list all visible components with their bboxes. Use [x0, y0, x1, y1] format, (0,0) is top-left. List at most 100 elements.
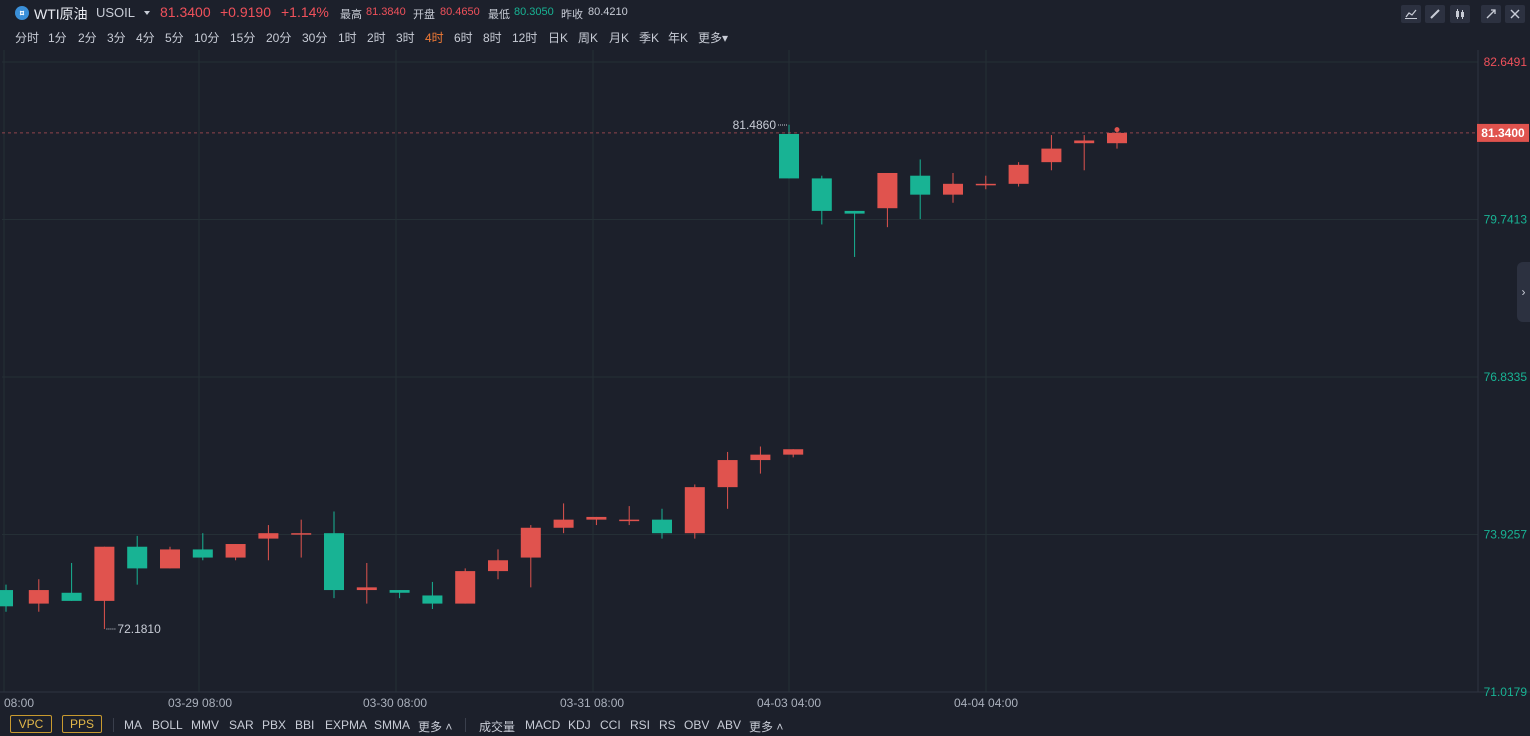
indicator-main-8[interactable]: 更多 ˄	[418, 720, 453, 734]
period-1[interactable]: 1分	[48, 31, 67, 45]
period-7[interactable]: 15分	[230, 31, 256, 45]
stat-high-value: 81.3840	[366, 6, 406, 18]
candle-body	[779, 133, 799, 179]
period-20[interactable]: 季K	[639, 31, 660, 45]
period-4[interactable]: 4分	[136, 31, 155, 45]
candle-body	[553, 519, 574, 528]
indicator-main-2[interactable]: MMV	[191, 718, 219, 732]
period-22[interactable]: 更多▾	[698, 31, 729, 45]
price-change-pct: +1.14%	[281, 4, 329, 20]
indicator-bar: VPC PPS MA BOLL MMV SAR PBX BBI EXPMA SMMA 更多 ˄ 成…	[0, 714, 1530, 736]
close-icon[interactable]	[1505, 5, 1525, 23]
candle-body	[943, 183, 963, 195]
indicator-main-7[interactable]: SMMA	[374, 718, 410, 732]
candlestick-icon[interactable]	[1450, 5, 1470, 23]
indicator-vpc[interactable]: VPC	[10, 715, 52, 733]
candle-body	[975, 183, 996, 186]
stat-low-label: 最低	[488, 9, 510, 21]
candle-body	[389, 590, 410, 593]
divider	[113, 718, 114, 732]
candlestick-chart[interactable]: 81.4860 72.1810 82.6491 81.3400 79.7413 76.83…	[0, 50, 1530, 714]
price-change: +0.9190	[220, 4, 271, 20]
x-tick-label: 03-29 08:00	[168, 696, 232, 710]
period-21[interactable]: 年K	[668, 31, 689, 45]
chevron-right-icon[interactable]: ›	[1517, 262, 1530, 322]
last-price-dot	[1114, 127, 1120, 133]
indicator-main-6[interactable]: EXPMA	[325, 718, 368, 732]
period-17[interactable]: 日K	[548, 31, 569, 45]
indicator-main-3[interactable]: SAR	[229, 718, 254, 732]
draw-icon[interactable]	[1425, 5, 1445, 23]
quote-header: ¤ WTI原油 USOIL 81.3400 +0.9190 +1.14% 最高 …	[0, 0, 1530, 26]
indicator-main-0[interactable]: MA	[124, 718, 142, 732]
candle-body	[225, 544, 246, 558]
indicator-pps[interactable]: PPS	[62, 715, 102, 733]
coin-icon: ¤	[15, 6, 29, 20]
high-marker-label: 81.4860	[733, 118, 777, 132]
stat-prevclose-value: 80.4210	[588, 6, 628, 18]
x-tick-label: 04-04 04:00	[954, 696, 1018, 710]
period-5[interactable]: 5分	[165, 31, 184, 45]
chevron-down-icon[interactable]	[144, 11, 150, 15]
candle-body	[586, 516, 607, 520]
candle-body	[783, 449, 804, 455]
period-11[interactable]: 2时	[367, 31, 386, 45]
candle-body	[1008, 164, 1029, 184]
period-12[interactable]: 3时	[396, 31, 415, 45]
indicator-sub-8[interactable]: 更多 ˄	[749, 720, 784, 734]
x-tick-label: 08:00	[4, 696, 34, 710]
candle-body	[192, 549, 213, 558]
period-3[interactable]: 3分	[107, 31, 126, 45]
candle-body	[422, 595, 443, 604]
indicator-sub-1[interactable]: MACD	[525, 718, 561, 732]
candle-body	[488, 560, 508, 572]
period-14[interactable]: 6时	[454, 31, 473, 45]
period-0[interactable]: 分时	[15, 31, 40, 45]
collapse-icon[interactable]	[1481, 5, 1501, 23]
candle-body	[652, 519, 672, 534]
candle-body	[717, 460, 738, 488]
y-tick-label: 71.0179	[1484, 685, 1528, 699]
line-chart-icon[interactable]	[1401, 5, 1421, 23]
candle-body	[811, 178, 832, 211]
candle-body	[291, 533, 312, 535]
candle-body	[844, 210, 865, 214]
candle-body	[1074, 140, 1095, 144]
last-price-tag-label: 81.3400	[1481, 126, 1525, 140]
stat-open-label: 开盘	[413, 9, 435, 21]
period-9[interactable]: 30分	[302, 31, 328, 45]
indicator-main-1[interactable]: BOLL	[152, 718, 183, 732]
period-19[interactable]: 月K	[609, 31, 630, 45]
stat-prevclose-label: 昨收	[561, 9, 583, 21]
period-18[interactable]: 周K	[578, 31, 599, 45]
candle-body	[1107, 132, 1127, 144]
candle-body	[94, 546, 115, 601]
indicator-sub-2[interactable]: KDJ	[568, 718, 591, 732]
indicator-main-5[interactable]: BBI	[295, 718, 315, 732]
period-6[interactable]: 10分	[194, 31, 220, 45]
symbol-code-selector[interactable]: USOIL	[96, 5, 136, 20]
indicator-main-4[interactable]: PBX	[262, 718, 287, 732]
indicator-sub-6[interactable]: OBV	[684, 718, 710, 732]
period-16[interactable]: 12时	[512, 31, 538, 45]
y-tick-label: 82.6491	[1484, 55, 1528, 69]
candle-body	[455, 571, 476, 604]
indicator-sub-0[interactable]: 成交量	[479, 720, 516, 734]
indicator-sub-3[interactable]: CCI	[600, 718, 621, 732]
candle-body	[910, 175, 931, 195]
period-10[interactable]: 1时	[338, 31, 357, 45]
stat-open-value: 80.4650	[440, 6, 480, 18]
indicator-sub-4[interactable]: RSI	[630, 718, 651, 732]
indicator-sub-7[interactable]: ABV	[717, 718, 742, 732]
candle-body	[356, 587, 377, 591]
candle-body	[127, 546, 148, 569]
candle-body	[520, 527, 541, 558]
period-8[interactable]: 20分	[266, 31, 292, 45]
period-15[interactable]: 8时	[483, 31, 502, 45]
period-13[interactable]: 4时	[425, 31, 444, 45]
symbol-name: WTI原油	[34, 6, 88, 22]
low-marker-label: 72.1810	[117, 622, 161, 636]
candle-body	[877, 172, 898, 209]
indicator-sub-5[interactable]: RS	[659, 718, 676, 732]
period-2[interactable]: 2分	[78, 31, 97, 45]
